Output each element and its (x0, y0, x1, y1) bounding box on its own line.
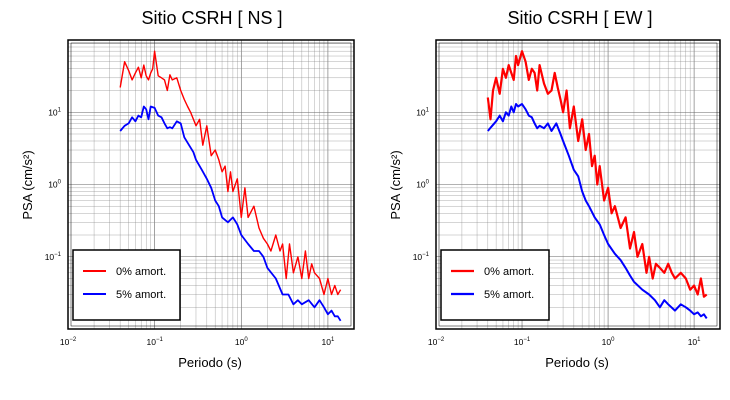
x-tick-label: 10−1 (514, 337, 531, 347)
plot-frame (67, 39, 355, 330)
x-axis-label: Periodo (s) (545, 355, 609, 370)
y-axis-label: PSA (cm/s²) (20, 150, 35, 219)
series-line-1 (487, 103, 708, 319)
legend-entry-0: 0% amort. (116, 266, 166, 278)
chart-title: Sitio CSRH [ NS ] (141, 8, 282, 28)
legend-entry-0: 0% amort. (484, 266, 534, 278)
chart-title: Sitio CSRH [ EW ] (507, 8, 652, 28)
plot-frame (435, 39, 721, 330)
series-line-0 (119, 50, 342, 296)
x-tick-label: 10−2 (428, 337, 445, 347)
y-tick-label: 10−1 (45, 252, 62, 262)
y-axis-label: PSA (cm/s²) (388, 150, 403, 219)
series-line-0 (486, 50, 708, 298)
plot-border (435, 39, 721, 330)
x-tick-label: 101 (322, 337, 335, 347)
chart-panel-ew: Sitio CSRH [ EW ] Periodo (s) PSA (cm/s²… (388, 8, 721, 370)
tick-labels: 10−2 10−1 100 101 10−1 100 101 (413, 107, 701, 347)
chart-panel-ns: Sitio CSRH [ NS ] Periodo (s) PSA (cm/s²… (20, 8, 355, 370)
x-axis-label: Periodo (s) (178, 355, 242, 370)
y-tick-label: 101 (48, 107, 61, 117)
legend-box (440, 249, 550, 321)
legend: 0% amort. 5% amort. (440, 249, 550, 321)
legend-box (72, 249, 181, 321)
legend: 0% amort. 5% amort. (72, 249, 181, 321)
x-tick-label: 10−1 (146, 337, 163, 347)
y-tick-label: 10−1 (413, 252, 430, 262)
plot-inner-border (70, 42, 352, 327)
x-tick-label: 101 (688, 337, 701, 347)
plot-inner-border (438, 42, 718, 327)
y-tick-label: 100 (416, 180, 429, 190)
series-line-1 (119, 105, 342, 322)
x-tick-label: 100 (602, 337, 615, 347)
legend-entry-1: 5% amort. (116, 289, 166, 301)
legend-entry-1: 5% amort. (484, 289, 534, 301)
y-tick-label: 100 (48, 180, 61, 190)
x-tick-label: 10−2 (60, 337, 77, 347)
x-tick-label: 100 (235, 337, 248, 347)
plot-border (67, 39, 355, 330)
y-tick-label: 101 (416, 107, 429, 117)
tick-labels: 10−2 10−1 100 101 10−1 100 101 (45, 107, 335, 347)
